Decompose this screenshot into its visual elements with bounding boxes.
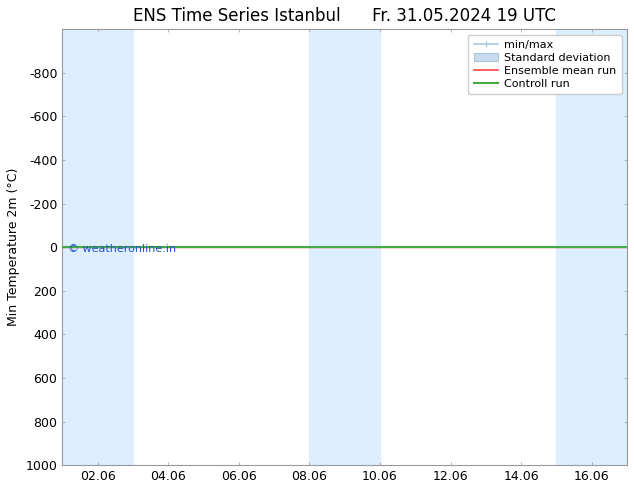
Bar <box>62 29 133 465</box>
Title: ENS Time Series Istanbul      Fr. 31.05.2024 19 UTC: ENS Time Series Istanbul Fr. 31.05.2024 … <box>133 7 556 25</box>
Legend: min/max, Standard deviation, Ensemble mean run, Controll run: min/max, Standard deviation, Ensemble me… <box>468 35 621 94</box>
Text: © weatheronline.in: © weatheronline.in <box>68 245 176 254</box>
Bar <box>557 29 627 465</box>
Bar <box>309 29 380 465</box>
Y-axis label: Min Temperature 2m (°C): Min Temperature 2m (°C) <box>7 168 20 326</box>
